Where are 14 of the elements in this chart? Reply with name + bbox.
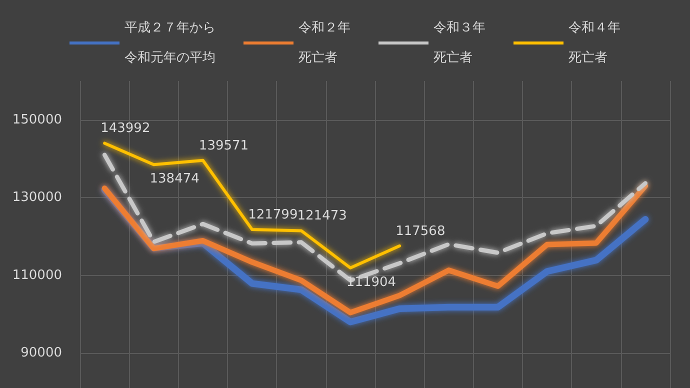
y-tick-label: 90000 [20,346,62,361]
data-label: 117568 [396,224,446,239]
data-label: 138474 [150,172,200,187]
legend-label: 令和３年死亡者 [434,20,486,66]
data-label: 121799 [248,207,298,222]
y-tick-label: 130000 [12,190,62,206]
y-tick-label: 150000 [12,112,62,128]
data-label: 121473 [297,208,347,224]
legend-label: 平成２７年から令和元年の平均 [124,20,216,66]
legend-label: 令和２年死亡者 [298,20,350,66]
data-label: 139571 [198,138,249,154]
y-tick-label: 110000 [12,268,62,283]
legend-label: 令和４年死亡者 [568,20,620,66]
data-label: 143992 [100,121,150,136]
